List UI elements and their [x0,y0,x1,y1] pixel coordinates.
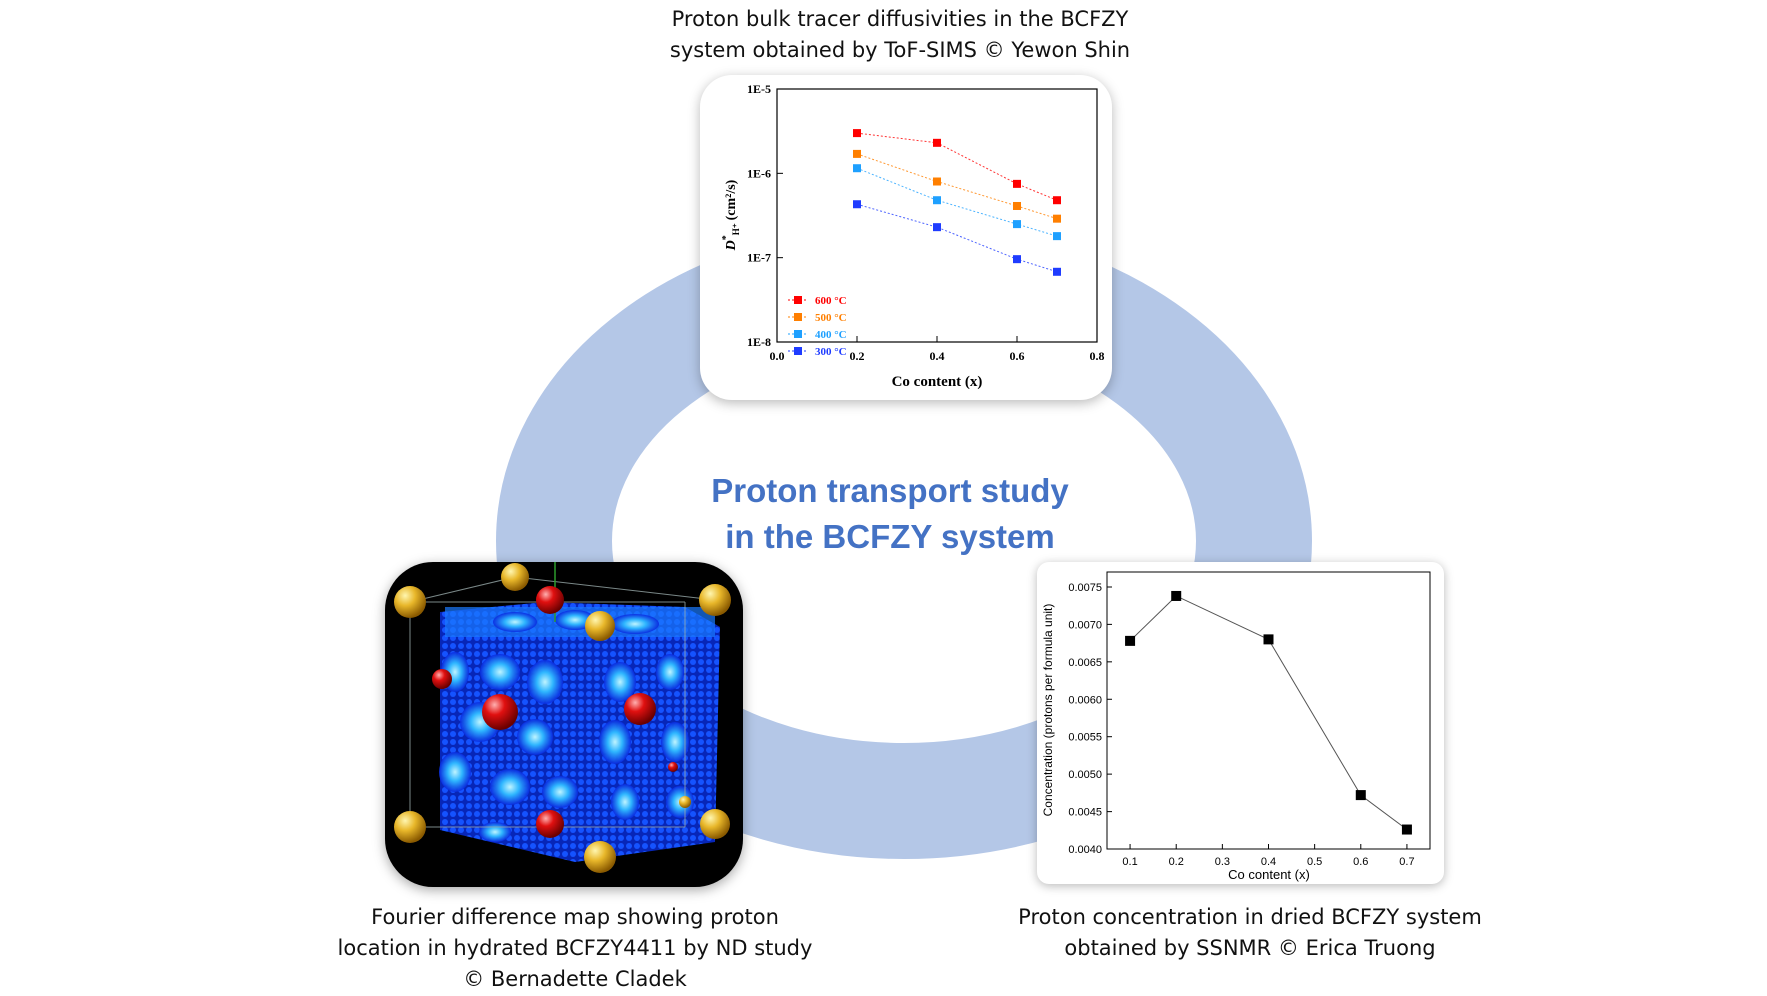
top-ytick-label: 1E-7 [747,251,771,265]
top-ytick-label: 1E-5 [747,82,771,96]
right-ytick-label: 0.0050 [1068,769,1102,781]
top-xtick-label: 0.4 [930,349,945,363]
right-data-point [1171,590,1182,601]
concentration-chart-card: 0.0040 0.0045 0.0050 0.0055 0.0060 0.0065 0.00… [1037,562,1444,884]
top-legend-marker [794,296,802,304]
right-ytick-label: 0.0055 [1068,732,1102,744]
right-ytick-label: 0.0060 [1068,694,1102,706]
right-caption: Proton concentration in dried BCFZY syst… [1000,902,1500,964]
top-data-point [1013,220,1021,229]
right-data-point [1355,790,1366,801]
center-title-line1: Proton transport study [711,472,1069,509]
right-xtick-label: 0.2 [1169,856,1184,868]
right-xtick-label: 0.3 [1215,856,1230,868]
top-xlabel: Co content (x) [892,374,983,390]
diffusivity-chart: 1E-5 1E-6 1E-7 1E-80.0 0.2 0.4 0.6 0.8 600 °C 50… [721,82,1105,390]
top-legend-label: 400 °C [815,329,847,341]
left-caption: Fourier difference map showing proton lo… [330,902,820,995]
top-data-point [1053,196,1061,205]
left-caption-line3: © Bernadette Cladek [463,967,687,991]
oxygen-spheres [432,586,678,838]
right-caption-line2: obtained by SSNMR © Erica Truong [1064,936,1436,960]
top-xtick-label: 0.8 [1090,349,1105,363]
top-data-point [1053,214,1061,223]
top-xtick-label: 0.2 [850,349,865,363]
top-data-point [853,164,861,173]
left-caption-line1: Fourier difference map showing proton [371,905,779,929]
crystal-structure-map-icon [394,562,731,873]
top-legend-label: 600 °C [815,295,847,307]
right-data-point [1125,635,1136,646]
top-legend-marker [794,313,802,321]
top-series-line [856,132,1058,201]
top-ylabel: D*H⁺(cm²/s) [721,179,741,251]
center-title-line2: in the BCFZY system [725,518,1055,555]
top-data-point [1053,232,1061,241]
top-ytick-label: 1E-6 [747,166,771,180]
top-caption: Proton bulk tracer diffusivities in the … [590,4,1210,66]
top-data-point [853,129,861,138]
top-data-point [933,138,941,147]
top-legend-marker [794,330,802,338]
top-caption-line1: Proton bulk tracer diffusivities in the … [671,7,1129,31]
top-xtick-label: 0.0 [770,349,785,363]
top-xtick-label: 0.6 [1010,349,1025,363]
left-caption-line2: location in hydrated BCFZY4411 by ND stu… [337,936,813,960]
top-series-line [856,203,1058,273]
right-plot-frame [1106,571,1431,850]
cation-spheres [394,563,731,873]
top-series-line [856,167,1058,237]
top-series-line [856,153,1058,220]
right-caption-line1: Proton concentration in dried BCFZY syst… [1018,905,1482,929]
right-ytick-label: 0.0065 [1068,657,1102,669]
right-ytick-label: 0.0075 [1068,582,1102,594]
right-xtick-label: 0.7 [1399,856,1414,868]
right-ylabel: Concentration (protons per formula unit) [1041,604,1055,817]
right-ytick-label: 0.0045 [1068,807,1102,819]
top-data-point [1013,201,1021,210]
right-ytick-label: 0.0040 [1068,844,1102,856]
top-legend-label: 500 °C [815,312,847,324]
top-data-point [1053,267,1061,276]
center-title: Proton transport study in the BCFZY syst… [600,468,1180,560]
concentration-chart: 0.0040 0.0045 0.0050 0.0055 0.0060 0.0065 0.00… [1041,571,1431,882]
top-data-point [933,177,941,186]
right-data-point [1263,634,1274,645]
crystal-map-card [385,562,743,887]
right-ytick-label: 0.0070 [1068,619,1102,631]
right-xlabel: Co content (x) [1228,867,1310,882]
right-xtick-label: 0.1 [1122,856,1137,868]
top-data-point [1013,255,1021,264]
top-data-point [853,200,861,209]
top-caption-line2: system obtained by ToF-SIMS © Yewon Shin [669,38,1131,62]
top-legend-label: 300 °C [815,346,847,358]
top-data-point [933,196,941,205]
right-xtick-label: 0.6 [1353,856,1368,868]
top-data-point [853,149,861,158]
top-legend-marker [794,347,802,355]
top-data-point [1013,179,1021,188]
right-data-point [1401,824,1412,835]
right-xtick-label: 0.5 [1307,856,1322,868]
right-xtick-label: 0.4 [1261,856,1276,868]
top-data-point [933,223,941,232]
top-chart-card: 1E-5 1E-6 1E-7 1E-8 0.0 0.2 0.4 0.6 0.8 600 °C 50… [700,75,1112,400]
top-ytick-label: 1E-8 [747,335,771,349]
